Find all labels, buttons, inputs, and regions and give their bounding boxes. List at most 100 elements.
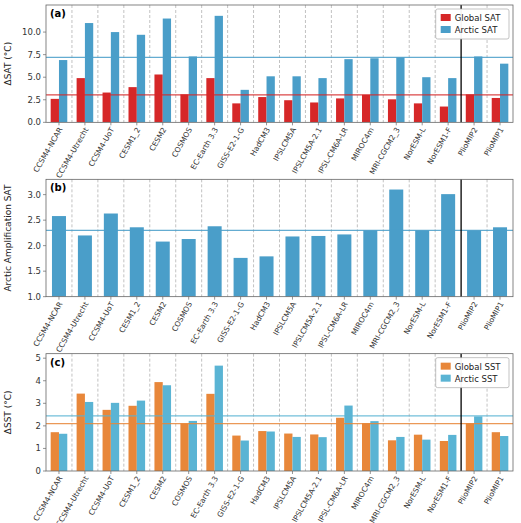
bar — [85, 402, 93, 471]
category-label: NorESM-L — [402, 474, 428, 511]
tick — [318, 471, 319, 474]
tick — [318, 122, 319, 125]
category-label: GISS-E2-1-G — [215, 474, 246, 519]
category-label: NorESM1-F — [425, 475, 453, 515]
category-label: IPSLCM5A — [272, 474, 299, 512]
legend-box — [436, 358, 509, 388]
legend-swatch — [441, 26, 451, 33]
category-separator — [123, 5, 124, 122]
tick — [110, 471, 111, 474]
category-label: CESM1_2 — [117, 474, 142, 509]
category-separator — [201, 179, 202, 296]
category-label: PlioMIP2 — [456, 474, 480, 506]
frame — [46, 179, 513, 296]
tick — [43, 99, 46, 100]
reference-line — [46, 415, 513, 416]
bar — [492, 98, 500, 122]
legend-label: Global SAT — [455, 13, 502, 23]
category-label: CCSM4-UoT — [87, 474, 117, 517]
category-label: PlioMIP2 — [456, 300, 480, 332]
tick — [162, 471, 163, 474]
category-separator — [97, 354, 98, 471]
category-separator — [357, 179, 358, 296]
tick — [422, 471, 423, 474]
bar — [232, 103, 240, 122]
category-separator — [149, 354, 150, 471]
tick — [474, 122, 475, 125]
bar — [154, 382, 162, 471]
tick — [43, 425, 46, 426]
tick — [474, 471, 475, 474]
tick — [162, 297, 163, 300]
category-label: IPSLCM5A — [272, 125, 299, 163]
tick-label: 0.0 — [27, 117, 41, 127]
category-separator — [149, 179, 150, 296]
bar — [52, 216, 66, 297]
tick-label: 3.0 — [27, 190, 41, 200]
bar — [414, 103, 422, 122]
bar — [208, 226, 222, 296]
category-label: NorESM1-F — [425, 126, 453, 166]
bar — [59, 60, 67, 122]
bar — [104, 214, 118, 297]
bar — [474, 56, 482, 122]
category-label: CESM1_2 — [117, 300, 142, 335]
category-separator — [149, 5, 150, 122]
legend: Global SATArctic SAT — [436, 9, 509, 39]
legend-label: Global SST — [455, 362, 502, 372]
bar — [362, 95, 370, 123]
tick — [136, 297, 137, 300]
bar — [422, 77, 430, 122]
bar — [318, 78, 326, 122]
bar — [284, 100, 292, 122]
tick — [58, 471, 59, 474]
category-label: CESM1_2 — [117, 126, 142, 161]
tick — [396, 122, 397, 125]
category-separator — [227, 354, 228, 471]
tick — [292, 297, 293, 300]
category-label: CCSM4-UoT — [87, 300, 117, 343]
bar — [318, 437, 326, 471]
legend-box — [436, 9, 509, 39]
panel: 012345CCSM4-NCARCCSM4-UtrechtCCSM4-UoTCE… — [3, 353, 513, 523]
bar — [77, 78, 85, 122]
bar — [103, 93, 111, 123]
bar — [448, 78, 456, 122]
category-separator — [71, 354, 72, 471]
category-separator — [123, 354, 124, 471]
bar — [154, 74, 162, 122]
category-label: CESM2 — [147, 300, 168, 327]
bar — [258, 431, 266, 471]
frame — [46, 5, 513, 122]
bar — [370, 58, 378, 122]
bar — [156, 242, 170, 297]
category-label: PlioMIP1 — [482, 300, 506, 332]
bar — [467, 230, 481, 296]
plot-area — [46, 354, 513, 471]
tick — [500, 471, 501, 474]
category-label: COSMOS — [170, 474, 194, 507]
tick — [110, 297, 111, 300]
category-label: MIROC4m — [349, 126, 375, 163]
bar — [389, 190, 403, 297]
bar — [163, 385, 171, 471]
plot-area — [46, 179, 513, 296]
tick — [266, 122, 267, 125]
bar — [363, 230, 377, 296]
tick — [448, 297, 449, 300]
bar — [310, 102, 318, 122]
tick-label: 2.0 — [27, 241, 41, 251]
category-separator — [357, 5, 358, 122]
bar — [215, 366, 223, 471]
bar — [241, 441, 249, 471]
category-label: IPSL-CM6A-LR — [316, 126, 350, 175]
marks — [46, 16, 513, 123]
tick — [266, 297, 267, 300]
category-separator — [201, 354, 202, 471]
reference-line — [46, 94, 513, 95]
category-separator — [71, 5, 72, 122]
bar — [85, 23, 93, 122]
category-label: IPSL-CM6A-LR — [316, 300, 350, 349]
bar — [258, 97, 266, 122]
tick-label: 5.0 — [27, 72, 41, 82]
